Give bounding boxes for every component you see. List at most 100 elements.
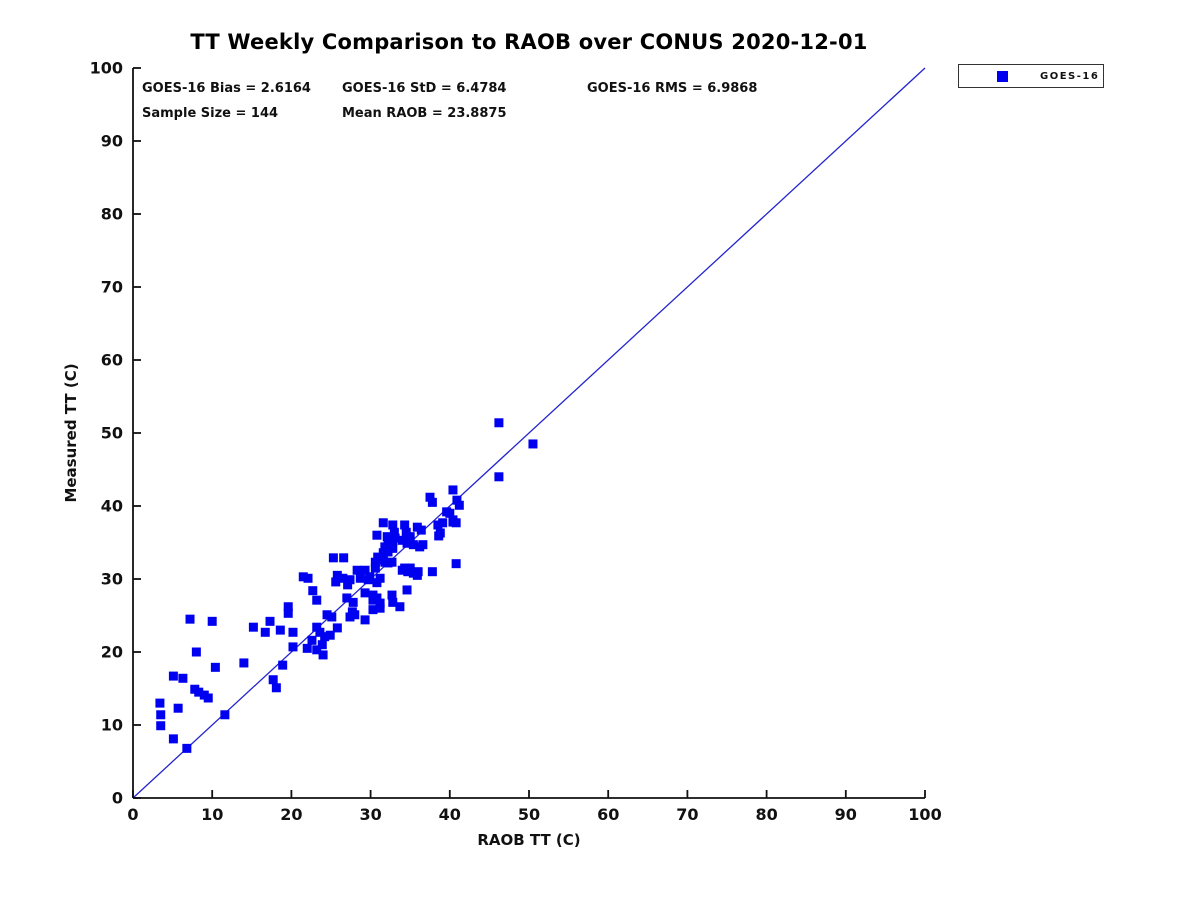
data-point bbox=[155, 698, 165, 708]
data-point bbox=[378, 518, 388, 528]
data-point bbox=[182, 743, 192, 753]
data-point bbox=[370, 563, 380, 573]
data-point bbox=[388, 543, 398, 553]
data-point bbox=[448, 485, 458, 495]
data-point bbox=[331, 577, 341, 587]
y-axis-label: Measured TT (C) bbox=[62, 363, 80, 502]
data-point bbox=[350, 610, 360, 620]
data-point bbox=[332, 570, 342, 580]
data-point bbox=[360, 588, 370, 598]
data-point bbox=[388, 520, 398, 530]
data-point bbox=[373, 552, 383, 562]
data-point bbox=[360, 615, 370, 625]
legend-label: GOES-16 bbox=[1040, 70, 1100, 82]
data-point bbox=[389, 527, 399, 537]
data-point bbox=[312, 595, 322, 605]
data-point bbox=[360, 565, 370, 575]
data-point bbox=[239, 658, 249, 668]
data-point bbox=[303, 573, 313, 583]
x-tick-label: 90 bbox=[835, 805, 857, 824]
data-point bbox=[320, 632, 330, 642]
data-point bbox=[203, 693, 213, 703]
data-point bbox=[210, 662, 220, 672]
y-tick-label: 70 bbox=[101, 278, 123, 297]
x-tick-label: 50 bbox=[518, 805, 540, 824]
data-point bbox=[348, 597, 358, 607]
y-tick-label: 10 bbox=[101, 716, 123, 735]
data-point bbox=[185, 614, 195, 624]
data-point bbox=[268, 675, 278, 685]
data-point bbox=[194, 687, 204, 697]
data-point bbox=[271, 683, 281, 693]
data-point bbox=[248, 622, 258, 632]
x-tick-label: 0 bbox=[127, 805, 138, 824]
data-point bbox=[156, 721, 166, 731]
x-tick-label: 30 bbox=[359, 805, 381, 824]
data-point bbox=[433, 520, 443, 530]
data-point bbox=[370, 557, 380, 567]
data-point bbox=[375, 598, 385, 608]
data-point bbox=[368, 605, 378, 615]
y-tick-label: 100 bbox=[90, 59, 123, 78]
data-point bbox=[405, 563, 415, 573]
data-point bbox=[168, 671, 178, 681]
data-point bbox=[339, 553, 349, 563]
data-point bbox=[220, 710, 230, 720]
data-point bbox=[445, 508, 455, 518]
data-point bbox=[156, 710, 166, 720]
data-point bbox=[375, 603, 385, 613]
data-point bbox=[372, 593, 382, 603]
data-point bbox=[416, 525, 426, 535]
data-point bbox=[413, 567, 423, 577]
y-tick-label: 20 bbox=[101, 643, 123, 662]
data-point bbox=[191, 647, 201, 657]
x-tick-label: 80 bbox=[755, 805, 777, 824]
data-point bbox=[307, 635, 317, 645]
data-point bbox=[425, 492, 435, 502]
data-point bbox=[173, 703, 183, 713]
x-axis-label: RAOB TT (C) bbox=[477, 831, 580, 849]
data-point bbox=[260, 627, 270, 637]
y-tick-label: 40 bbox=[101, 497, 123, 516]
legend-marker-icon bbox=[997, 70, 1008, 82]
data-point bbox=[397, 535, 407, 545]
data-point bbox=[383, 540, 393, 550]
data-point bbox=[343, 580, 353, 590]
x-tick-label: 40 bbox=[439, 805, 461, 824]
data-point bbox=[405, 532, 415, 542]
data-point bbox=[402, 585, 412, 595]
data-point bbox=[435, 528, 445, 538]
y-tick-label: 30 bbox=[101, 570, 123, 589]
data-point bbox=[418, 540, 428, 550]
data-point bbox=[402, 538, 412, 548]
data-point bbox=[382, 532, 392, 542]
data-point bbox=[352, 565, 362, 575]
x-tick-label: 60 bbox=[597, 805, 619, 824]
x-tick-label: 10 bbox=[201, 805, 223, 824]
data-point bbox=[528, 439, 538, 449]
data-point bbox=[298, 572, 308, 582]
y-tick-label: 0 bbox=[112, 789, 123, 808]
data-point bbox=[288, 627, 298, 637]
data-point bbox=[327, 612, 337, 622]
x-tick-label: 100 bbox=[908, 805, 941, 824]
data-point bbox=[312, 622, 322, 632]
data-point bbox=[345, 575, 355, 585]
y-tick-label: 60 bbox=[101, 351, 123, 370]
data-point bbox=[312, 645, 322, 655]
stat-rms: GOES-16 RMS = 6.9868 bbox=[587, 81, 758, 96]
data-point bbox=[278, 660, 288, 670]
data-point bbox=[390, 533, 400, 543]
data-point bbox=[494, 418, 504, 428]
data-point bbox=[408, 540, 418, 550]
data-point bbox=[388, 597, 398, 607]
data-point bbox=[387, 590, 397, 600]
data-point bbox=[427, 497, 437, 507]
x-tick-label: 70 bbox=[676, 805, 698, 824]
data-point bbox=[372, 530, 382, 540]
data-point bbox=[325, 630, 335, 640]
data-point bbox=[283, 608, 293, 618]
data-point bbox=[400, 520, 410, 530]
